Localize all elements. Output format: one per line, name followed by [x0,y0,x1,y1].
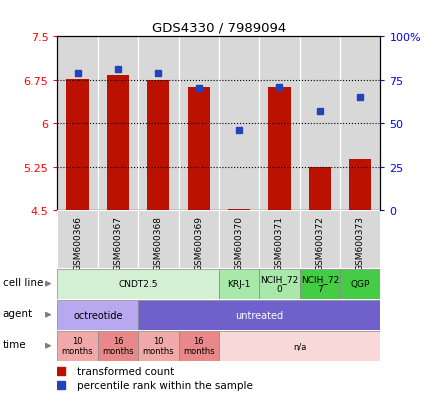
Bar [268,88,291,211]
Text: 10
months: 10 months [142,336,174,356]
Bar [178,331,219,361]
Bar [138,331,178,361]
Bar [98,331,138,361]
Text: NCIH_72
0: NCIH_72 0 [260,274,298,294]
Text: transformed count: transformed count [77,366,174,376]
Bar [57,331,98,361]
Bar [259,37,300,211]
Bar [138,300,380,330]
Bar [300,269,340,299]
Bar [309,167,331,211]
Bar [349,160,371,211]
Text: CNDT2.5: CNDT2.5 [119,280,158,288]
Text: 16
months: 16 months [183,336,215,356]
Bar [300,211,340,268]
Bar [98,37,138,211]
Bar [259,211,300,268]
Text: GSM600371: GSM600371 [275,215,284,270]
Bar [57,37,98,211]
Text: untreated: untreated [235,310,283,320]
Bar [57,300,138,330]
Text: QGP: QGP [351,280,370,288]
Bar [98,211,138,268]
Text: octreotide: octreotide [73,310,122,320]
Title: GDS4330 / 7989094: GDS4330 / 7989094 [152,21,286,35]
Bar [219,211,259,268]
Text: 10
months: 10 months [62,336,94,356]
Bar [228,209,250,211]
Bar [57,211,98,268]
Text: GSM600373: GSM600373 [356,215,365,270]
Bar [340,37,380,211]
Text: GSM600370: GSM600370 [235,215,244,270]
Bar [138,37,178,211]
Bar [219,331,380,361]
Text: 16
months: 16 months [102,336,134,356]
Bar [147,81,170,211]
Bar [219,37,259,211]
Bar [178,37,219,211]
Text: cell line: cell line [3,278,43,287]
Text: n/a: n/a [293,342,306,350]
Bar [300,37,340,211]
Bar [187,88,210,211]
Text: GSM600372: GSM600372 [315,215,324,270]
Text: time: time [3,339,26,349]
Bar [107,76,129,211]
Text: GSM600366: GSM600366 [73,215,82,270]
Text: GSM600367: GSM600367 [113,215,122,270]
Bar [340,211,380,268]
Text: KRJ-1: KRJ-1 [227,280,251,288]
Text: agent: agent [3,309,33,318]
Text: GSM600368: GSM600368 [154,215,163,270]
Bar [138,211,178,268]
Text: percentile rank within the sample: percentile rank within the sample [77,380,252,390]
Bar [178,211,219,268]
Bar [259,269,300,299]
Bar [66,80,89,211]
Text: GSM600369: GSM600369 [194,215,203,270]
Bar [219,269,259,299]
Text: NCIH_72
7: NCIH_72 7 [300,274,339,294]
Bar [340,269,380,299]
Bar [57,269,219,299]
